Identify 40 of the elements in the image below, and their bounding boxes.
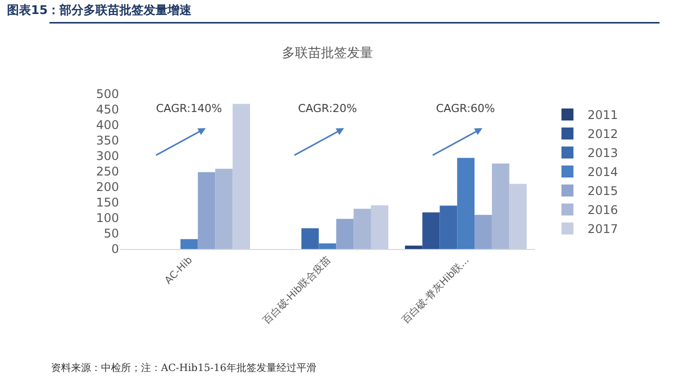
y-tick-label: 50 — [104, 226, 119, 241]
y-tick-label: 100 — [96, 211, 119, 226]
y-tick-label: 500 — [96, 87, 119, 102]
bar — [457, 158, 475, 249]
chart-subtitle: 多联苗批签发量 — [282, 46, 373, 61]
y-tick-label: 250 — [96, 164, 119, 179]
bar — [198, 172, 216, 249]
annotation: CAGR:60% — [436, 102, 495, 115]
bar — [318, 243, 336, 249]
bar — [440, 206, 458, 249]
y-tick-label: 0 — [111, 242, 119, 256]
bar — [336, 218, 354, 249]
text: 资料来源：中检所；注：AC-Hib15-16年批签发量经过平滑 — [51, 362, 316, 374]
y-tick-label: 450 — [96, 102, 119, 117]
legend-label: 2014 — [587, 165, 618, 180]
y-tick-label: 400 — [96, 118, 119, 132]
y-tick-label: 350 — [96, 134, 119, 148]
annotation: CAGR:20% — [298, 102, 357, 115]
bar — [509, 184, 527, 249]
bar — [232, 104, 250, 249]
bar — [492, 163, 510, 249]
y-tick-label: 150 — [96, 196, 119, 210]
bar — [474, 214, 492, 249]
legend-label: 2016 — [587, 203, 618, 218]
chart-title: 图表15：部分多联苗批签发量增速 — [7, 3, 193, 18]
annotation: CAGR:140% — [156, 102, 222, 115]
legend-label: 2013 — [587, 146, 618, 160]
legend-label: 2015 — [587, 184, 618, 198]
legend-label: 2011 — [587, 108, 618, 122]
y-tick-label: 200 — [96, 180, 119, 194]
bar — [404, 246, 422, 249]
bar — [215, 168, 233, 249]
bar — [180, 239, 198, 249]
bar — [422, 212, 440, 249]
legend-label: 2012 — [587, 127, 618, 142]
bar — [354, 208, 371, 249]
bar — [301, 228, 319, 249]
y-tick-label: 300 — [96, 149, 119, 164]
bar — [370, 205, 388, 249]
legend-label: 2017 — [587, 222, 618, 236]
